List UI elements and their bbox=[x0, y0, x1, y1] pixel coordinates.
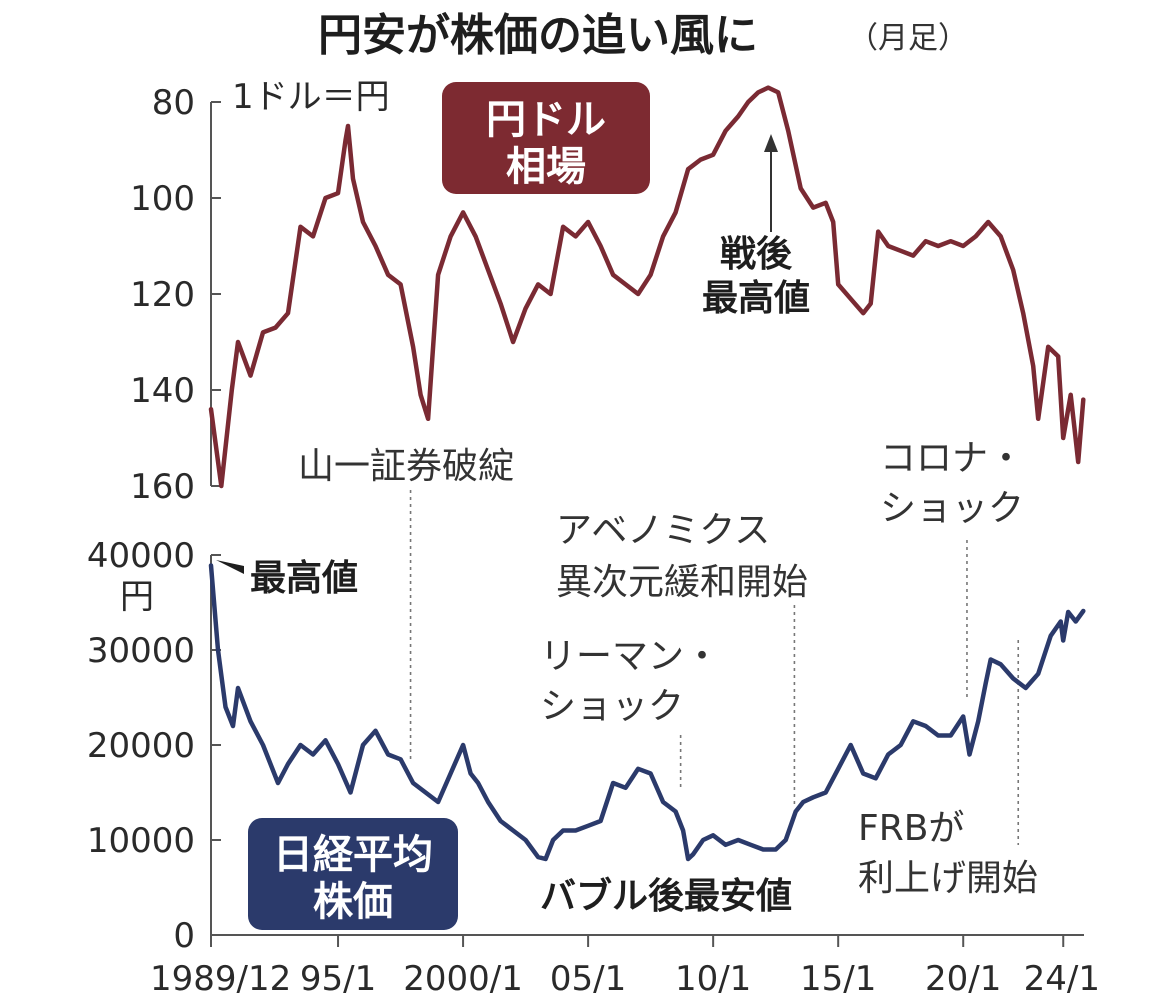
x-tick-label: 24/1 bbox=[1024, 959, 1100, 999]
nikkei-unit-label: 円 bbox=[120, 577, 154, 617]
all-time-high-annotation: 最高値 bbox=[216, 558, 358, 599]
usdjpy-series-line bbox=[208, 85, 1086, 489]
x-tick-label: 20/1 bbox=[925, 959, 1001, 999]
usdjpy-badge: 円ドル 相場 bbox=[442, 82, 650, 194]
usdjpy-y-tick-label: 80 bbox=[152, 83, 195, 123]
postwar-high-annotation: 戦後 最高値 bbox=[702, 134, 810, 319]
event-guides bbox=[409, 490, 1020, 845]
usdjpy-y-tick-label: 160 bbox=[130, 467, 195, 507]
lehman-line1: リーマン・ bbox=[540, 636, 720, 677]
nikkei-y-tick-label: 40000 bbox=[87, 536, 195, 576]
usdjpy-badge-line2: 相場 bbox=[506, 144, 586, 190]
nikkei-y-tick-label: 30000 bbox=[87, 631, 195, 671]
yamaichi-label: 山一証券破綻 bbox=[298, 446, 514, 487]
x-tick-label: 2000/1 bbox=[403, 959, 523, 999]
corona-line2: ショック bbox=[880, 488, 1024, 529]
nikkei-series-line bbox=[208, 563, 1086, 862]
usdjpy-y-tick-label: 120 bbox=[130, 275, 195, 315]
usdjpy-badge-bg bbox=[442, 82, 650, 194]
usdjpy-y-tick-label: 100 bbox=[130, 179, 195, 219]
nikkei-y-tick-label: 20000 bbox=[87, 726, 195, 766]
x-tick-label: 15/1 bbox=[800, 959, 876, 999]
axes: 80 100 120 140 160 0 10000 20000 30000 40000 1989/… bbox=[87, 83, 1100, 999]
all-time-high-label: 最高値 bbox=[250, 558, 358, 599]
usdjpy-unit-label: 1ドル＝円 bbox=[232, 77, 390, 117]
abenomics-line2: 異次元緩和開始 bbox=[556, 562, 808, 603]
x-tick-label: 05/1 bbox=[550, 959, 626, 999]
usdjpy-badge-line1: 円ドル bbox=[486, 97, 606, 143]
nikkei-badge-line2: 株価 bbox=[313, 879, 393, 925]
frb-line1: FRBが bbox=[858, 808, 964, 849]
nikkei-y-tick-label: 0 bbox=[173, 916, 195, 956]
nikkei-badge: 日経平均 株価 bbox=[248, 818, 458, 930]
all-time-high-pointer bbox=[216, 560, 244, 574]
abenomics-line1: アベノミクス bbox=[556, 510, 770, 551]
x-tick-label: 1989/12 bbox=[150, 959, 291, 999]
series-layer bbox=[208, 85, 1086, 862]
x-tick-label: 10/1 bbox=[675, 959, 751, 999]
postwar-high-line2: 最高値 bbox=[702, 278, 810, 319]
lehman-line2: ショック bbox=[540, 686, 684, 727]
bubble-low-label: バブル後最安値 bbox=[540, 875, 792, 917]
nikkei-y-tick-label: 10000 bbox=[87, 821, 195, 861]
frb-line2: 利上げ開始 bbox=[858, 858, 1038, 899]
chart-title: 円安が株価の追い風に bbox=[318, 10, 758, 61]
postwar-high-arrow-head bbox=[764, 134, 778, 152]
nikkei-badge-line1: 日経平均 bbox=[273, 832, 433, 878]
x-tick-label: 95/1 bbox=[300, 959, 376, 999]
postwar-high-line1: 戦後 bbox=[720, 234, 793, 275]
usdjpy-y-tick-label: 140 bbox=[130, 371, 195, 411]
corona-line1: コロナ・ bbox=[880, 438, 1024, 479]
nikkei-badge-bg bbox=[248, 818, 458, 930]
chart-subtitle: （月足） bbox=[848, 21, 968, 56]
